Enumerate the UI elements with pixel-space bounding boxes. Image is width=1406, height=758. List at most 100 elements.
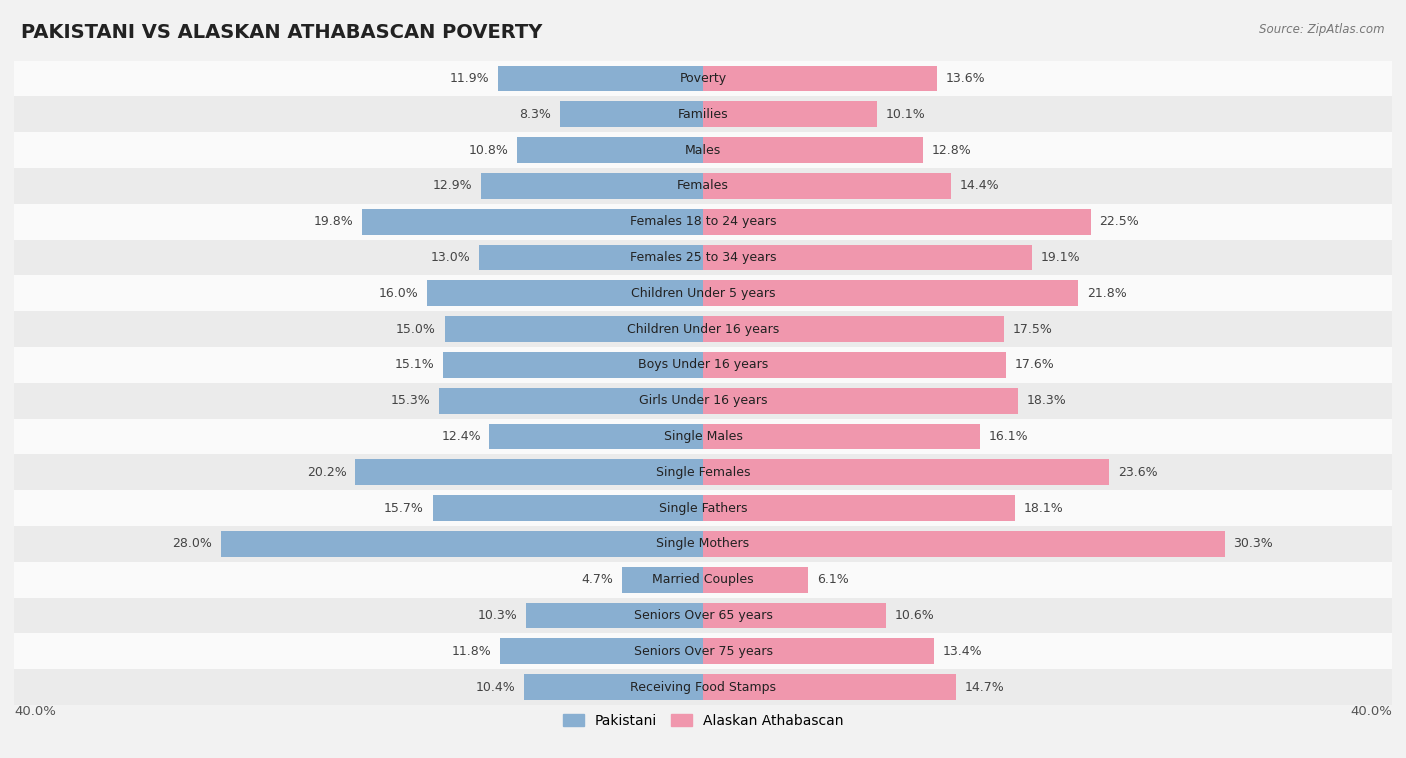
Text: Females 18 to 24 years: Females 18 to 24 years (630, 215, 776, 228)
Bar (703, 638, 934, 664)
Bar (14, 347, 1392, 383)
Bar (703, 424, 980, 449)
Bar (14, 204, 1392, 240)
Bar (14, 96, 1392, 132)
Text: 12.4%: 12.4% (441, 430, 481, 443)
Bar (526, 603, 703, 628)
Bar (14, 240, 1392, 275)
Bar (703, 603, 886, 628)
Bar (361, 208, 703, 235)
Text: 10.3%: 10.3% (477, 609, 517, 622)
Bar (444, 316, 703, 342)
Text: Single Mothers: Single Mothers (657, 537, 749, 550)
Text: 4.7%: 4.7% (582, 573, 613, 586)
Text: 16.1%: 16.1% (988, 430, 1029, 443)
Bar (356, 459, 703, 485)
Bar (703, 495, 1015, 521)
Bar (14, 526, 1392, 562)
Text: Single Females: Single Females (655, 465, 751, 479)
Text: 19.1%: 19.1% (1040, 251, 1080, 264)
Text: 40.0%: 40.0% (1350, 705, 1392, 718)
Legend: Pakistani, Alaskan Athabascan: Pakistani, Alaskan Athabascan (557, 708, 849, 734)
Text: Children Under 16 years: Children Under 16 years (627, 323, 779, 336)
Text: 13.4%: 13.4% (942, 645, 981, 658)
Bar (524, 674, 703, 700)
Text: Families: Families (678, 108, 728, 121)
Text: Seniors Over 75 years: Seniors Over 75 years (634, 645, 772, 658)
Text: 17.6%: 17.6% (1015, 359, 1054, 371)
Text: 6.1%: 6.1% (817, 573, 848, 586)
Bar (433, 495, 703, 521)
Text: 16.0%: 16.0% (380, 287, 419, 300)
Bar (14, 418, 1392, 454)
Bar (517, 137, 703, 163)
Bar (14, 312, 1392, 347)
Bar (703, 208, 1091, 235)
Text: 12.8%: 12.8% (932, 143, 972, 157)
Bar (14, 634, 1392, 669)
Text: 13.0%: 13.0% (430, 251, 471, 264)
Bar (703, 316, 1004, 342)
Bar (489, 424, 703, 449)
Bar (14, 669, 1392, 705)
Text: Girls Under 16 years: Girls Under 16 years (638, 394, 768, 407)
Text: Married Couples: Married Couples (652, 573, 754, 586)
Text: 17.5%: 17.5% (1012, 323, 1053, 336)
Text: Receiving Food Stamps: Receiving Food Stamps (630, 681, 776, 694)
Text: Females: Females (678, 180, 728, 193)
Bar (14, 454, 1392, 490)
Text: 30.3%: 30.3% (1233, 537, 1274, 550)
Text: 11.8%: 11.8% (451, 645, 491, 658)
Bar (14, 490, 1392, 526)
Text: 10.1%: 10.1% (886, 108, 925, 121)
Bar (479, 245, 703, 271)
Bar (703, 173, 950, 199)
Text: 8.3%: 8.3% (520, 108, 551, 121)
Text: PAKISTANI VS ALASKAN ATHABASCAN POVERTY: PAKISTANI VS ALASKAN ATHABASCAN POVERTY (21, 23, 543, 42)
Bar (703, 102, 877, 127)
Text: Children Under 5 years: Children Under 5 years (631, 287, 775, 300)
Text: 21.8%: 21.8% (1087, 287, 1126, 300)
Bar (14, 168, 1392, 204)
Text: 28.0%: 28.0% (173, 537, 212, 550)
Text: 14.4%: 14.4% (960, 180, 1000, 193)
Text: 11.9%: 11.9% (450, 72, 489, 85)
Bar (427, 280, 703, 306)
Text: 15.1%: 15.1% (395, 359, 434, 371)
Text: 14.7%: 14.7% (965, 681, 1004, 694)
Text: 15.7%: 15.7% (384, 502, 425, 515)
Text: 15.3%: 15.3% (391, 394, 430, 407)
Bar (703, 352, 1007, 377)
Text: 40.0%: 40.0% (14, 705, 56, 718)
Bar (703, 66, 938, 92)
Text: 20.2%: 20.2% (307, 465, 346, 479)
Bar (440, 388, 703, 414)
Bar (703, 245, 1032, 271)
Text: 22.5%: 22.5% (1099, 215, 1139, 228)
Bar (703, 388, 1018, 414)
Text: Females 25 to 34 years: Females 25 to 34 years (630, 251, 776, 264)
Text: 15.0%: 15.0% (396, 323, 436, 336)
Bar (499, 638, 703, 664)
Text: 10.6%: 10.6% (894, 609, 934, 622)
Bar (498, 66, 703, 92)
Text: 18.1%: 18.1% (1024, 502, 1063, 515)
Bar (14, 275, 1392, 312)
Text: Boys Under 16 years: Boys Under 16 years (638, 359, 768, 371)
Text: Single Males: Single Males (664, 430, 742, 443)
Bar (443, 352, 703, 377)
Text: 10.4%: 10.4% (475, 681, 515, 694)
Text: Males: Males (685, 143, 721, 157)
Bar (221, 531, 703, 556)
Text: 23.6%: 23.6% (1118, 465, 1157, 479)
Text: Poverty: Poverty (679, 72, 727, 85)
Bar (703, 674, 956, 700)
Bar (560, 102, 703, 127)
Bar (703, 531, 1225, 556)
Bar (14, 61, 1392, 96)
Bar (14, 132, 1392, 168)
Bar (14, 562, 1392, 597)
Text: Single Fathers: Single Fathers (659, 502, 747, 515)
Text: Source: ZipAtlas.com: Source: ZipAtlas.com (1260, 23, 1385, 36)
Text: 19.8%: 19.8% (314, 215, 353, 228)
